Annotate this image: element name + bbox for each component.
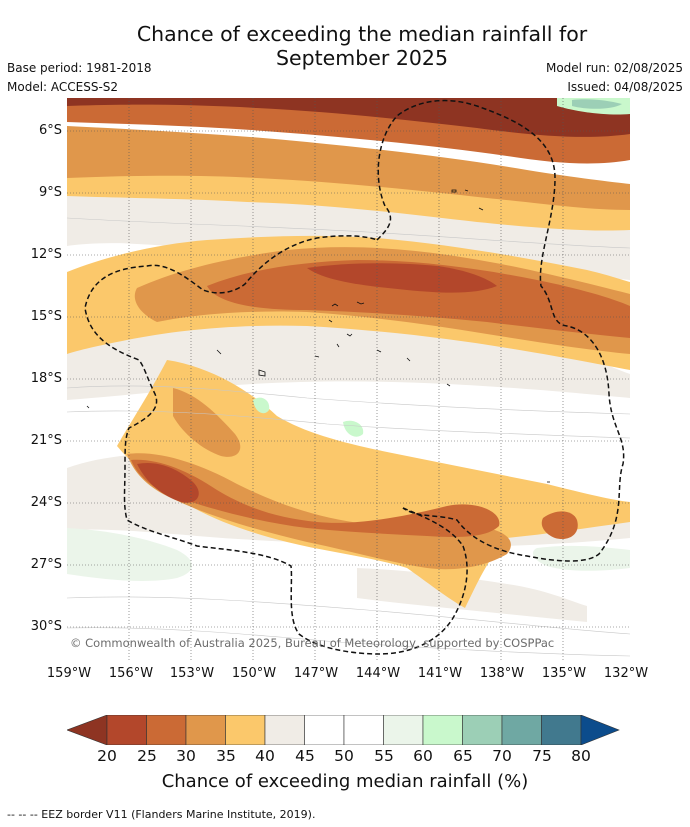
colorbar — [67, 715, 620, 745]
rainfall-map: © Commonwealth of Australia 2025, Bureau… — [67, 98, 630, 661]
colorbar-tick-70: 70 — [492, 747, 512, 765]
lon-label-135w: 135°W — [541, 666, 587, 681]
zone-25-30-east — [541, 511, 578, 540]
zone-30-35-west-mid — [173, 388, 241, 457]
base-period-text: Base period: 1981-2018 — [7, 61, 152, 75]
zone-25-30-south — [131, 459, 500, 537]
zone-20-25-north — [67, 98, 630, 137]
model-run-text: Model run: 02/08/2025 — [545, 61, 683, 75]
zone-35-40-north — [67, 160, 630, 231]
lon-label-144w: 144°W — [355, 666, 401, 681]
zone-60-65-small-2 — [343, 420, 364, 437]
colorbar-tick-45: 45 — [295, 747, 315, 765]
lat-label-18s: 18°S — [30, 371, 62, 386]
lat-label-6s: 6°S — [38, 123, 62, 138]
rainfall-map-canvas — [67, 98, 630, 661]
colorbar-tick-75: 75 — [532, 747, 552, 765]
colorbar-segment — [106, 715, 147, 745]
zone-40-45-far-south — [357, 568, 587, 622]
zone-20-25-south — [137, 462, 199, 503]
colorbar-segment — [225, 715, 266, 745]
lon-label-132w: 132°W — [603, 666, 649, 681]
eez-footnote: -- -- -- EEZ border V11 (Flanders Marine… — [7, 808, 316, 821]
colorbar-segment — [146, 715, 187, 745]
colorbar-segment — [304, 715, 345, 745]
lat-label-30s: 30°S — [30, 619, 62, 634]
colorbar-tick-60: 60 — [413, 747, 433, 765]
eez-border-center — [84, 235, 468, 655]
eez-borders — [84, 99, 625, 655]
zone-65-70-north — [572, 99, 622, 109]
title-line-1: Chance of exceeding the median rainfall … — [136, 22, 588, 46]
colorbar-segment — [541, 715, 582, 745]
colorbar-title: Chance of exceeding median rainfall (%) — [161, 771, 529, 792]
lat-label-24s: 24°S — [30, 495, 62, 510]
lon-label-159w: 159°W — [46, 666, 92, 681]
zone-30-35-north — [67, 126, 630, 210]
colorbar-tick-20: 20 — [97, 747, 117, 765]
lon-label-150w: 150°W — [231, 666, 277, 681]
zone-55-60-west — [67, 528, 192, 581]
run-info: Model run: 02/08/2025 Issued: 04/08/2025 — [546, 59, 683, 97]
map-title: Chance of exceeding the median rainfall … — [0, 22, 690, 70]
title-line-2: September 2025 — [276, 46, 448, 70]
colorbar-segment — [383, 715, 424, 745]
lon-label-153w: 153°W — [169, 666, 215, 681]
contour-lines — [67, 217, 630, 657]
colorbar-tick-80: 80 — [571, 747, 591, 765]
colorbar-segment — [422, 715, 463, 745]
issued-date-text: Issued: 04/08/2025 — [567, 80, 683, 94]
colorbar-tick-25: 25 — [137, 747, 157, 765]
lat-label-15s: 15°S — [30, 309, 62, 324]
zone-60-65-small — [253, 397, 270, 414]
model-name-text: Model: ACCESS-S2 — [7, 80, 119, 94]
zone-35-40-south — [117, 360, 630, 608]
colorbar-segment — [462, 715, 503, 745]
model-info: Base period: 1981-2018 Model: ACCESS-S2 — [7, 59, 152, 97]
colorbar-segment — [343, 715, 384, 745]
colorbar-segment — [185, 715, 226, 745]
colorbar-tick-30: 30 — [176, 747, 196, 765]
lon-label-141w: 141°W — [417, 666, 463, 681]
colorbar-tick-65: 65 — [453, 747, 473, 765]
lon-label-138w: 138°W — [479, 666, 525, 681]
zone-30-35-south — [127, 453, 511, 570]
zone-25-30-center — [207, 260, 630, 338]
islands — [86, 189, 550, 483]
lon-label-156w: 156°W — [108, 666, 154, 681]
colorbar-tick-40: 40 — [255, 747, 275, 765]
gridlines — [67, 98, 630, 661]
lon-label-147w: 147°W — [293, 666, 339, 681]
copyright-notice: © Commonwealth of Australia 2025, Bureau… — [70, 636, 555, 650]
colorbar-segment — [501, 715, 542, 745]
lat-label-27s: 27°S — [30, 557, 62, 572]
colorbar-extend-high — [580, 715, 620, 745]
zone-20-25-center — [307, 263, 497, 293]
colorbar-tick-35: 35 — [216, 747, 236, 765]
lat-label-21s: 21°S — [30, 433, 62, 448]
colorbar-tick-55: 55 — [374, 747, 394, 765]
lat-label-9s: 9°S — [38, 185, 62, 200]
colorbar-tick-50: 50 — [334, 747, 354, 765]
colorbar-segment — [264, 715, 305, 745]
zone-55-60-east — [532, 545, 630, 571]
lat-label-12s: 12°S — [30, 247, 62, 262]
eez-border-east — [376, 99, 625, 562]
colorbar-extend-low — [67, 715, 108, 745]
